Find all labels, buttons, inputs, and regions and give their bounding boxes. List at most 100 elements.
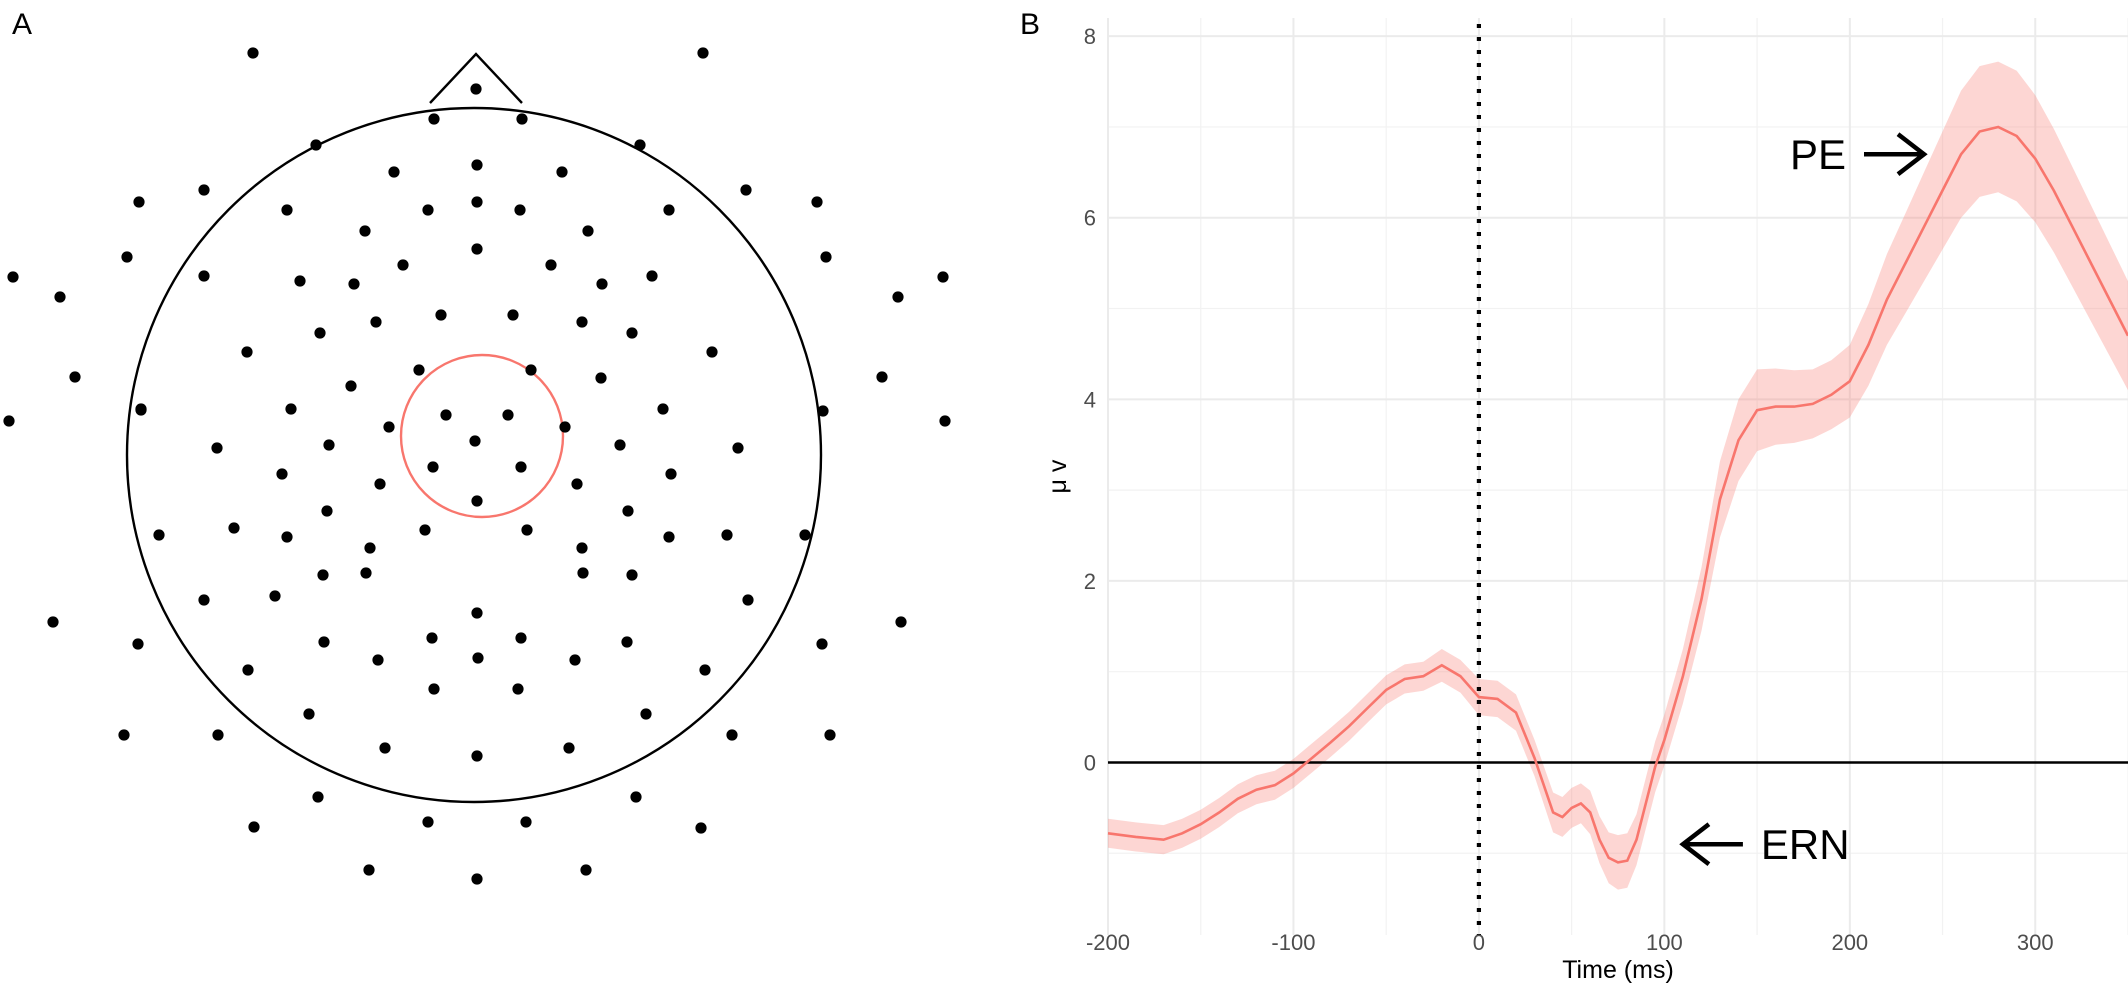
electrode-dot [198,184,210,196]
electrode-dot [440,409,452,421]
electrode-dot [321,505,333,517]
electrode-dot [525,364,537,376]
electrode-dot [471,873,483,885]
electrode-dot [118,729,130,741]
electrode-dot [634,139,646,151]
panel-a-label: A [12,8,32,41]
electrode-dot [646,270,658,282]
electrode-dot [426,632,438,644]
electrode-dot [285,403,297,415]
head-outline [125,106,823,804]
electrode-dot [269,590,281,602]
pe-annotation-label: PE [1790,131,1846,178]
electrode-dot [364,542,376,554]
electrode-dot [559,421,571,433]
grid-minor [1108,18,2128,935]
y-axis-ticks: 0 2 4 6 8 [1084,24,1096,775]
electrode-dot [626,327,638,339]
electrode-dot [47,616,59,628]
electrode-dot [657,403,669,415]
right-arrow-icon [1864,132,1928,176]
electrode-dot [502,409,514,421]
electrode-dot [471,607,483,619]
electrode-dot [419,524,431,536]
electrode-dot [939,415,951,427]
electrode-dot [515,461,527,473]
x-tick-label: 300 [2017,930,2054,955]
electrode-dot [422,816,434,828]
x-axis-title: Time (ms) [1562,956,1674,984]
confidence-ribbon [1108,61,2128,890]
electrode-dot [317,569,329,581]
electrode-dot [726,729,738,741]
electrode-dot [521,524,533,536]
electrode-dot [596,278,608,290]
electrode-dot [665,468,677,480]
x-tick-label: 0 [1473,930,1485,955]
x-axis-ticks: -200 -100 0 100 200 300 [1086,930,2054,955]
electrode-dot [7,271,19,283]
electrode-dot [314,327,326,339]
electrode-dot [471,243,483,255]
electrode-dot [471,750,483,762]
electrode-dot [820,251,832,263]
electrode-dot [370,316,382,328]
electrode-dot [614,439,626,451]
electrode-dot [54,291,66,303]
electrode-dot [198,594,210,606]
annotation-pe: PE [1790,131,1928,178]
y-tick-label: 0 [1084,750,1096,775]
electrode-dot [515,632,527,644]
panel-b: B -200 -100 0 100 200 300 0 2 4 6 8 Time (ms) μ v… [1020,8,2128,984]
electrode-dot [247,47,259,59]
electrode-dot [372,654,384,666]
electrode-dot [133,196,145,208]
electrode-dot [281,531,293,543]
x-tick-label: 200 [1831,930,1868,955]
electrode-dot [545,259,557,271]
electrode-dot [132,638,144,650]
electrode-dot [892,291,904,303]
electrode-dot [135,403,147,415]
electrode-dot [876,371,888,383]
electrode-dot [507,309,519,321]
electrode-dot [388,166,400,178]
electrode-dot [514,204,526,216]
x-tick-label: 100 [1646,930,1683,955]
electrode-dot [241,346,253,358]
electrode-dot [640,708,652,720]
electrode-dot [427,461,439,473]
electrode-dot [383,421,395,433]
electrode-dot [397,259,409,271]
electrode-dot [697,47,709,59]
electrode-dot [512,683,524,695]
electrode-dot [622,505,634,517]
electrode-dot [582,225,594,237]
electrode-dot [470,83,482,95]
electrode-dot [69,371,81,383]
electrode-dot [577,567,589,579]
electrode-dot [816,638,828,650]
electrode-dot [379,742,391,754]
electrode-dot [563,742,575,754]
electrode-dot [695,822,707,834]
electrode-dot [663,531,675,543]
electrode-dot [248,821,260,833]
electrode-dot [699,664,711,676]
electrode-dot [3,415,15,427]
electrode-dot [556,166,568,178]
electrode-dot [374,478,386,490]
annotation-ern: ERN [1679,821,1850,868]
electrode-dot [359,225,371,237]
electrode-dot [516,113,528,125]
electrode-dot [294,275,306,287]
electrode-dot [706,346,718,358]
electrode-dot [435,309,447,321]
electrode-dot [811,196,823,208]
electrode-dot [630,791,642,803]
electrode-dot [318,636,330,648]
electrode-dot [198,270,210,282]
electrode-dot [799,529,811,541]
electrode-dot [471,196,483,208]
